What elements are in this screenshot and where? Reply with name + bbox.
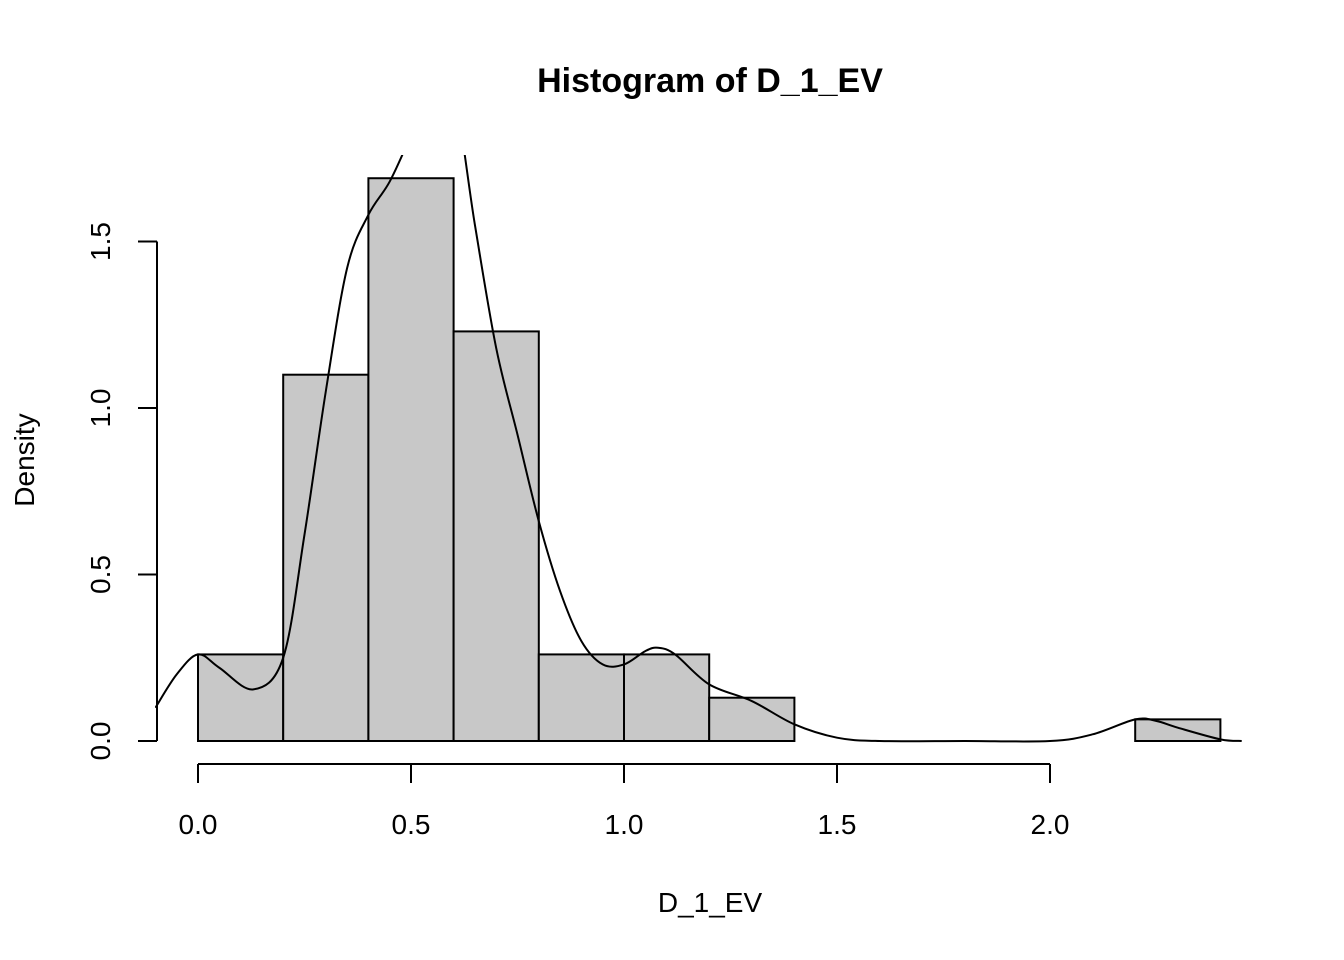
histogram-bar <box>452 330 540 742</box>
density-curve-layer <box>155 155 1242 743</box>
histogram-bar <box>623 653 711 742</box>
x-tick-label: 0.0 <box>179 809 218 840</box>
histogram-bars <box>197 177 1222 743</box>
x-axis: 0.0 0.5 1.0 1.5 2.0 <box>179 763 1070 840</box>
histogram-bar <box>708 696 796 743</box>
y-axis: 0.0 0.5 1.0 1.5 <box>85 222 158 761</box>
x-tick-label: 1.5 <box>818 809 857 840</box>
x-tick-label: 0.5 <box>392 809 431 840</box>
density-curve <box>155 155 1242 743</box>
histogram-bar <box>282 373 370 742</box>
histogram-bar <box>1134 718 1222 742</box>
y-tick-label: 0.5 <box>85 555 116 594</box>
y-tick-label: 1.5 <box>85 222 116 261</box>
y-tick-label: 1.0 <box>85 389 116 428</box>
y-tick-label: 0.0 <box>85 722 116 761</box>
x-axis-label: D_1_EV <box>658 887 763 918</box>
x-tick-label: 2.0 <box>1031 809 1070 840</box>
histogram-bar <box>367 177 455 743</box>
y-axis-label: Density <box>9 413 40 506</box>
histogram-bar <box>537 653 625 742</box>
chart-title: Histogram of D_1_EV <box>537 62 883 100</box>
histogram-bar <box>197 653 285 742</box>
x-tick-label: 1.0 <box>605 809 644 840</box>
